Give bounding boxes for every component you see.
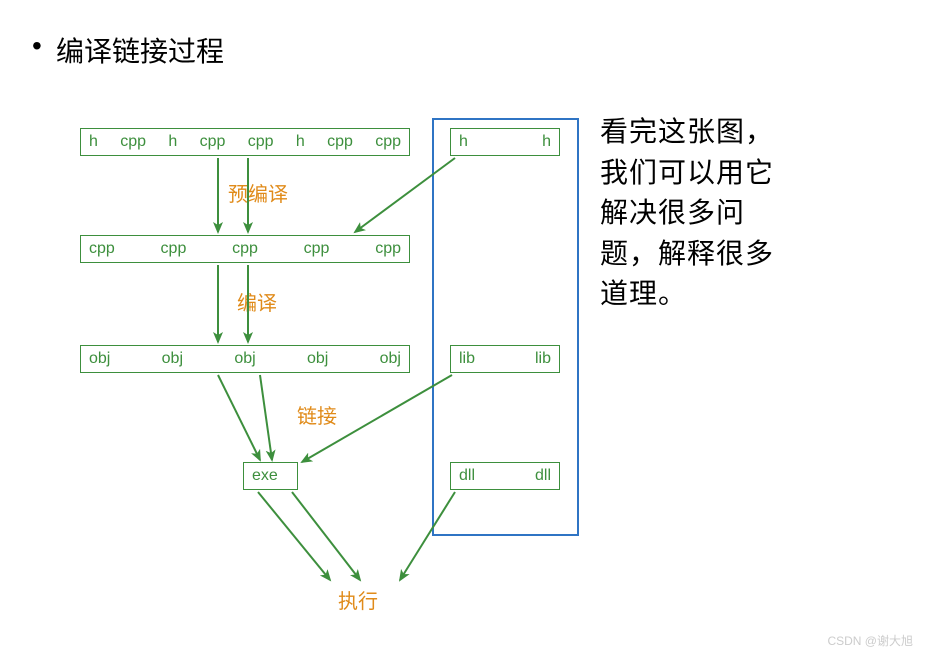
file-label: cpp (232, 240, 258, 258)
label-execute: 执行 (338, 585, 378, 614)
file-label: cpp (375, 240, 401, 258)
file-label: obj (162, 350, 183, 368)
arrow (260, 375, 272, 460)
file-label: h (296, 133, 305, 151)
file-label: lib (459, 350, 475, 368)
file-label: lib (535, 350, 551, 368)
side-text: 看完这张图，我们可以用它解决很多问题，解释很多道理。 (600, 112, 775, 315)
label-compile: 编译 (237, 287, 277, 316)
file-label: h (542, 133, 551, 151)
file-label: obj (307, 350, 328, 368)
file-label: obj (234, 350, 255, 368)
file-label: h (89, 133, 98, 151)
node-external-headers: hh (450, 128, 560, 156)
file-label: cpp (161, 240, 187, 258)
file-label: cpp (375, 133, 401, 151)
file-label: cpp (248, 133, 274, 151)
node-exe: exe (243, 462, 298, 490)
node-preprocessed-cpp: cpp cpp cpp cpp cpp (80, 235, 410, 263)
file-label: cpp (120, 133, 146, 151)
node-lib-files: lib lib (450, 345, 560, 373)
file-label: dll (459, 467, 475, 485)
arrow (218, 375, 260, 460)
arrow (258, 492, 330, 580)
file-label: obj (380, 350, 401, 368)
title-bullet: • (32, 30, 42, 62)
watermark: CSDN @谢大旭 (827, 632, 913, 649)
file-label: h (459, 133, 468, 151)
node-obj-files: obj obj obj obj obj (80, 345, 410, 373)
file-label: cpp (89, 240, 115, 258)
page-title: 编译链接过程 (56, 30, 224, 70)
arrow (292, 492, 360, 580)
file-label: exe (252, 467, 278, 485)
node-source-files: h cpp h cpp cpp h cpp cpp (80, 128, 410, 156)
node-dll: dll dll (450, 462, 560, 490)
label-precompile: 预编译 (228, 178, 288, 207)
file-label: cpp (304, 240, 330, 258)
file-label: cpp (200, 133, 226, 151)
label-link: 链接 (297, 400, 337, 429)
file-label: obj (89, 350, 110, 368)
file-label: h (168, 133, 177, 151)
file-label: dll (535, 467, 551, 485)
file-label: cpp (327, 133, 353, 151)
